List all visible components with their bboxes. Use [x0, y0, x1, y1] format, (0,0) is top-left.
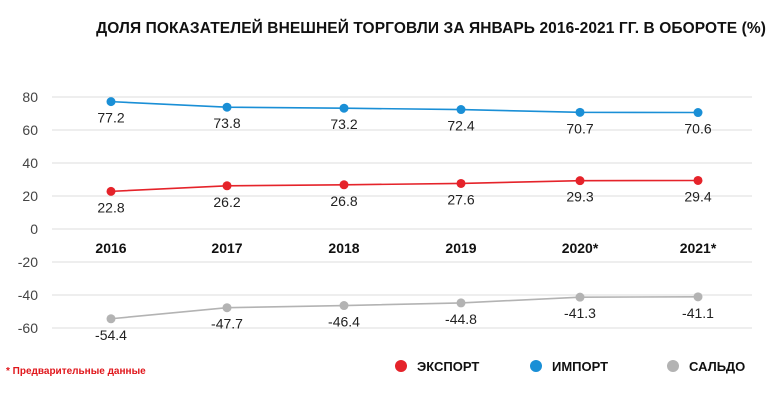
footnote: * Предварительные данные: [6, 366, 146, 377]
legend-marker: [667, 360, 679, 372]
data-label: -54.4: [95, 327, 127, 343]
data-point: [106, 314, 116, 324]
data-label: 29.3: [566, 189, 593, 205]
data-point: [106, 97, 116, 107]
legend-label: ЭКСПОРТ: [417, 359, 479, 374]
series: 77.2 73.8 73.2 72.4 70.7 70.6: [97, 97, 712, 137]
x-tick-label: 2020*: [562, 240, 599, 256]
data-point: [106, 186, 116, 196]
legend-label: ИМПОРТ: [552, 359, 608, 374]
data-point: [575, 292, 585, 302]
legend-item: ЭКСПОРТ: [395, 359, 479, 374]
data-label: 72.4: [447, 118, 474, 134]
data-label: 26.8: [330, 193, 357, 209]
data-point: [693, 108, 703, 118]
y-tick-label: -40: [18, 287, 38, 303]
x-tick-label: 2019: [445, 240, 476, 256]
data-label: -41.3: [564, 305, 596, 321]
data-point: [456, 298, 466, 308]
series: -54.4 -47.7 -46.4 -44.8 -41.3 -41.1: [95, 292, 714, 343]
data-point: [456, 178, 466, 188]
y-tick-label: 40: [22, 155, 38, 171]
data-point: [339, 103, 349, 113]
data-label: -47.7: [211, 316, 243, 332]
data-label: 70.6: [684, 121, 711, 137]
data-point: [339, 180, 349, 190]
x-tick-label: 2018: [328, 240, 359, 256]
legend-marker: [395, 360, 407, 372]
y-tick-label: 60: [22, 122, 38, 138]
data-label: 27.6: [447, 191, 474, 207]
legend: ЭКСПОРТ ИМПОРТ САЛЬДО: [395, 359, 745, 374]
y-tick-label: 80: [22, 89, 38, 105]
x-tick-label: 2017: [211, 240, 242, 256]
x-axis-ticks: 2016 2017 2018 2019 2020* 2021*: [95, 240, 716, 256]
data-point: [693, 175, 703, 185]
data-label: 29.4: [684, 188, 711, 204]
grid: [52, 96, 752, 329]
series-line: [110, 296, 699, 320]
series: 22.8 26.2 26.8 27.6 29.3 29.4: [97, 175, 712, 215]
y-tick-label: 0: [30, 221, 38, 237]
legend-label: САЛЬДО: [689, 359, 745, 374]
legend-item: САЛЬДО: [667, 359, 745, 374]
y-axis-ticks: 80 60 40 20 0 -20 -40 -60: [18, 89, 38, 336]
y-tick-label: -20: [18, 254, 38, 270]
data-label: -41.1: [682, 305, 714, 321]
data-point: [339, 301, 349, 311]
data-point: [222, 102, 232, 112]
legend-marker: [530, 360, 542, 372]
data-point: [575, 176, 585, 186]
data-label: -46.4: [328, 314, 360, 330]
data-point: [456, 105, 466, 115]
x-tick-label: 2016: [95, 240, 126, 256]
series-line: [110, 179, 699, 193]
chart-title: ДОЛЯ ПОКАЗАТЕЛЕЙ ВНЕШНЕЙ ТОРГОВЛИ ЗА ЯНВ…: [96, 20, 766, 37]
y-tick-label: -60: [18, 320, 38, 336]
legend-item: ИМПОРТ: [530, 359, 608, 374]
data-point: [693, 292, 703, 302]
series-line: [110, 100, 699, 114]
y-tick-label: 20: [22, 188, 38, 204]
data-label: 26.2: [213, 194, 240, 210]
data-point: [575, 107, 585, 117]
data-label: 70.7: [566, 120, 593, 136]
data-label: 73.2: [330, 116, 357, 132]
data-label: 77.2: [97, 110, 124, 126]
data-label: 73.8: [213, 115, 240, 131]
data-label: 22.8: [97, 199, 124, 215]
data-label: -44.8: [445, 311, 477, 327]
x-tick-label: 2021*: [680, 240, 717, 256]
series-layer: 77.2 73.8 73.2 72.4 70.7 70.6 22.8 26.2 26.8 27.6…: [95, 97, 714, 343]
data-point: [222, 181, 232, 191]
data-point: [222, 303, 232, 313]
